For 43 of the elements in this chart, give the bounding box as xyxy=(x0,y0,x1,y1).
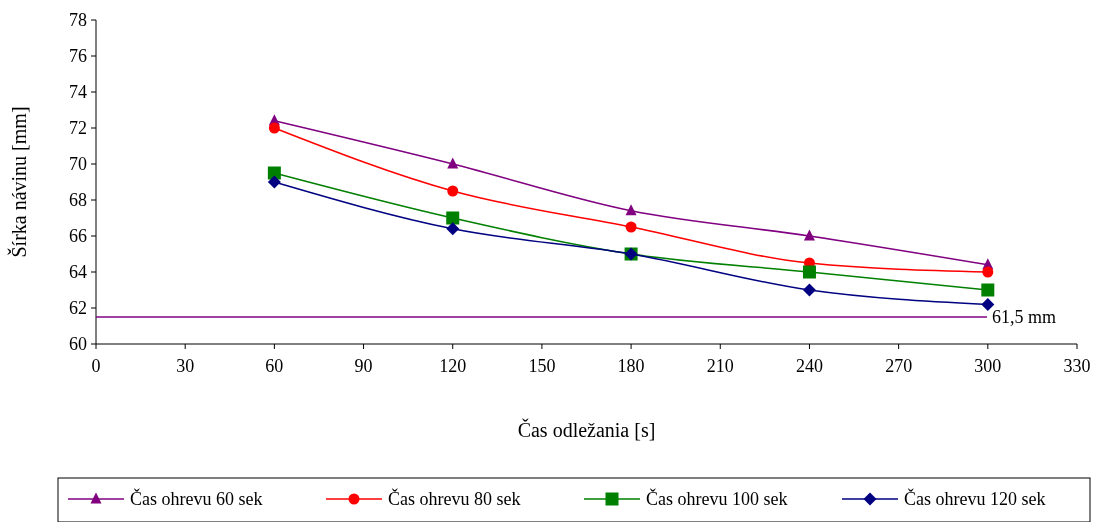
point xyxy=(982,266,994,278)
x-tick-label: 300 xyxy=(974,356,1002,376)
x-tick-label: 120 xyxy=(439,356,467,376)
legend-label: Čas ohrevu 80 sek xyxy=(388,488,521,510)
x-axis-title: Čas odležania [s] xyxy=(517,418,656,441)
point xyxy=(802,283,816,297)
y-tick-label: 74 xyxy=(69,82,87,103)
y-axis-title: Šírka návinu [mm] xyxy=(7,106,30,258)
point xyxy=(446,222,460,236)
legend-label: Čas ohrevu 100 sek xyxy=(646,488,788,510)
y-tick-label: 66 xyxy=(69,226,87,247)
y-tick-label: 76 xyxy=(69,46,87,67)
x-tick-label: 210 xyxy=(706,356,734,376)
y-tick-label: 64 xyxy=(69,262,87,283)
x-tick-label: 180 xyxy=(617,356,645,376)
point xyxy=(268,122,280,134)
x-tick-label: 150 xyxy=(528,356,556,376)
point xyxy=(981,297,995,311)
point xyxy=(446,211,460,225)
x-tick-label: 30 xyxy=(176,356,195,376)
y-tick-label: 60 xyxy=(69,334,87,355)
x-tick-label: 60 xyxy=(265,356,284,376)
legend-label: Čas ohrevu 120 sek xyxy=(904,488,1046,510)
x-tick-label: 240 xyxy=(795,356,823,376)
x-tick-label: 270 xyxy=(885,356,913,376)
y-tick-label: 70 xyxy=(69,154,87,175)
ref-line-label: 61,5 mm xyxy=(992,307,1057,328)
x-tick-label: 0 xyxy=(91,356,101,376)
x-tick-label: 90 xyxy=(354,356,373,376)
point xyxy=(447,157,459,169)
y-tick-label: 62 xyxy=(69,298,87,319)
point xyxy=(803,229,815,241)
point xyxy=(981,283,995,297)
point xyxy=(802,265,816,279)
legend-label: Čas ohrevu 60 sek xyxy=(130,488,263,510)
y-tick-label: 78 xyxy=(69,10,87,31)
x-tick-label: 330 xyxy=(1063,356,1091,376)
point xyxy=(447,185,459,197)
point xyxy=(625,204,637,216)
point xyxy=(267,175,281,189)
y-tick-label: 68 xyxy=(69,190,87,211)
y-tick-label: 72 xyxy=(69,118,87,139)
point xyxy=(625,221,637,233)
